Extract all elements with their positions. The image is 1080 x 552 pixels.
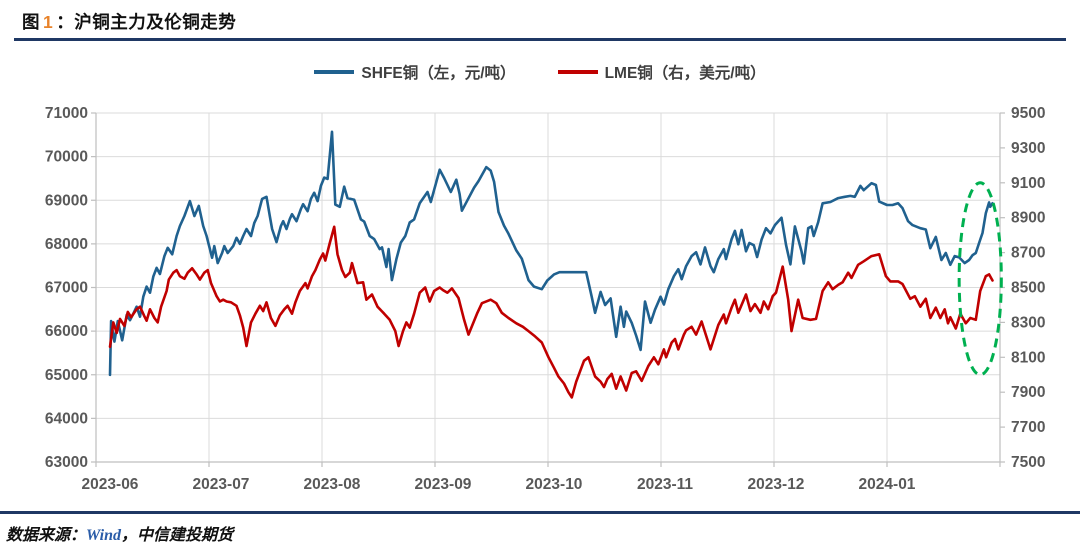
right-axis-tick-label: 7700 — [1011, 419, 1045, 436]
shfe-price-line — [108, 130, 994, 377]
x-axis-tick-label: 2023-06 — [82, 476, 139, 493]
right-axis-tick-label: 8500 — [1011, 280, 1045, 297]
x-axis-tick-label: 2023-11 — [637, 476, 693, 493]
footer-rule — [0, 511, 1080, 514]
left-axis-tick-label: 64000 — [45, 410, 88, 427]
figure-prefix: 图 — [22, 12, 40, 32]
legend-label-lme: LME铜（右，美元/吨） — [604, 65, 766, 82]
lme-price-line — [108, 225, 994, 399]
data-source-label: 数据来源： — [6, 527, 87, 544]
chart-legend: SHFE铜（左，元/吨） LME铜（右，美元/吨） — [0, 61, 1080, 83]
x-axis-tick-label: 2023-07 — [193, 476, 250, 493]
right-axis-tick-label: 9100 — [1011, 175, 1045, 192]
left-axis-tick-label: 70000 — [45, 149, 88, 166]
legend-label-shfe: SHFE铜（左，元/吨） — [361, 65, 516, 82]
x-axis-tick-label: 2024-01 — [859, 476, 916, 493]
data-source-separator: ， — [121, 527, 138, 544]
legend-item-shfe: SHFE铜（左，元/吨） — [314, 61, 516, 83]
x-axis-tick-label: 2023-12 — [748, 476, 805, 493]
right-axis-tick-label: 8300 — [1011, 314, 1045, 331]
right-axis-tick-label: 8100 — [1011, 349, 1045, 366]
figure-title-text: 沪铜主力及伦铜走势 — [74, 12, 237, 32]
highlight-ellipse-annotation — [957, 181, 1003, 377]
shfe-line-swatch — [314, 70, 355, 74]
legend-item-lme: LME铜（右，美元/吨） — [557, 61, 766, 83]
right-axis-tick-label: 9500 — [1011, 105, 1045, 122]
right-axis-tick-label: 9300 — [1011, 140, 1045, 157]
figure-separator: ： — [56, 12, 75, 32]
lme-line-swatch — [557, 70, 598, 74]
x-axis-tick-label: 2023-10 — [526, 476, 583, 493]
right-axis-tick-label: 7500 — [1011, 454, 1045, 471]
left-axis-tick-label: 63000 — [45, 454, 88, 471]
org-source-name: 中信建投期货 — [137, 527, 234, 544]
wind-source-name: Wind — [86, 527, 121, 544]
title-underline-rule — [14, 38, 1066, 41]
left-axis-tick-label: 69000 — [45, 192, 88, 209]
left-axis-tick-label: 71000 — [45, 105, 88, 122]
right-axis-tick-label: 8700 — [1011, 245, 1045, 262]
x-axis-tick-label: 2023-08 — [304, 476, 361, 493]
left-axis-tick-label: 68000 — [45, 236, 88, 253]
x-axis-tick-label: 2023-09 — [415, 476, 472, 493]
figure-number: 1 — [43, 12, 54, 32]
left-axis-tick-label: 67000 — [45, 280, 88, 297]
right-axis-tick-label: 7900 — [1011, 384, 1045, 401]
left-axis-tick-label: 65000 — [45, 367, 88, 384]
left-axis-tick-label: 66000 — [45, 323, 88, 340]
figure-title: 图 1 ：沪铜主力及伦铜走势 — [22, 9, 236, 34]
data-source: 数据来源：Wind，中信建投期货 — [6, 521, 233, 545]
right-axis-tick-label: 8900 — [1011, 210, 1045, 227]
